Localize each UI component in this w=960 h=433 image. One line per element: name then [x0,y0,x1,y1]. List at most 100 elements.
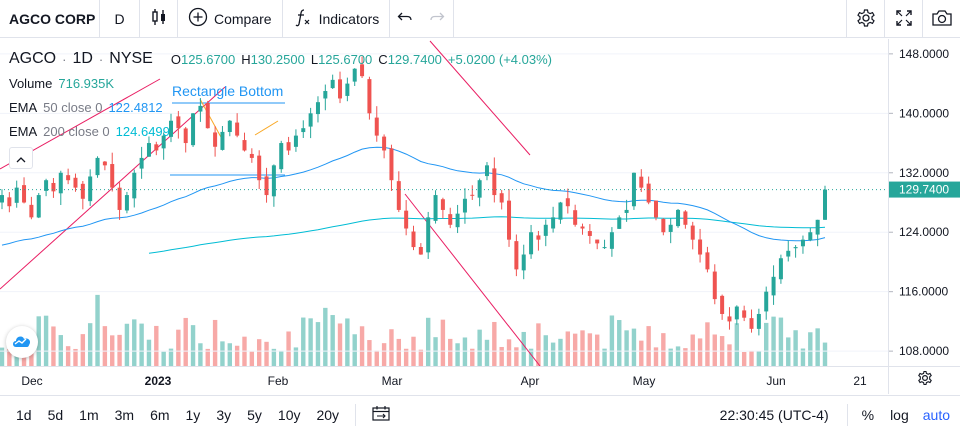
log-scale-toggle[interactable]: log [890,406,909,423]
time-axis-label: Feb [268,374,289,388]
legend-volume[interactable]: Volume 716.935K [9,71,552,95]
legend-collapse-button[interactable] [9,147,33,169]
range-button-1d[interactable]: 1d [16,406,32,423]
time-axis-label: Jun [766,374,785,388]
logo-badge[interactable] [6,326,38,358]
date-range-button[interactable] [364,405,398,424]
candle-body [764,291,769,312]
trend-line-4[interactable] [404,193,541,366]
fullscreen-button[interactable] [884,0,922,38]
time-axis[interactable]: Dec 2023 Feb Mar Apr May Jun 21 [0,366,888,394]
volume-bar [256,339,262,366]
percent-scale-toggle[interactable]: % [861,406,875,423]
range-button-10y[interactable]: 10y [277,406,301,423]
range-button-5d[interactable]: 5d [47,406,64,423]
candle-body [580,226,585,229]
candle-body [169,120,174,137]
volume-bar [506,339,512,366]
compare-button[interactable]: Compare [178,0,283,38]
volume-bar [308,318,313,366]
candle-body [683,211,688,225]
rectangle-bottom-label[interactable]: Rectangle Bottom [172,83,283,99]
pattern-line-1[interactable] [199,98,223,140]
volume-bar [51,326,56,366]
candle-body [279,143,284,170]
price-tick-label: 148.0000 [899,47,949,61]
volume-bar [668,348,673,366]
candle-body [808,232,813,241]
time-axis-label: 21 [853,374,867,388]
redo-button[interactable] [420,0,455,38]
time-axis-scale: Dec 2023 Feb Mar Apr May Jun 21 [21,374,867,388]
volume-bar [161,351,166,366]
volume-bar [455,343,460,366]
range-button-3m[interactable]: 3m [114,406,135,423]
candle-body [602,247,607,249]
candle-body [14,187,19,203]
undo-icon [397,10,413,27]
candle-body [661,218,666,233]
candle-body [264,176,269,196]
legend-main-series[interactable]: AGCO · 1D · NYSE O125.6700 H130.2500 L12… [9,50,552,67]
volume-bar [580,330,585,366]
ema50-polyline[interactable] [1,146,826,246]
settings-button[interactable] [846,0,884,38]
price-axis[interactable]: 148.0000 140.0000 132.0000 124.0000 116.0000… [888,39,960,366]
volume-bar [793,330,798,366]
trend-line-3[interactable] [429,40,531,156]
range-button-20y[interactable]: 20y [316,406,340,423]
candle-body [734,306,739,320]
range-button-1m[interactable]: 1m [79,406,99,423]
range-divider [355,403,357,426]
candle-body [698,239,703,255]
range-button-6m[interactable]: 6m [150,406,170,423]
volume-bar [176,329,181,366]
time-axis-label: May [633,374,656,388]
candle-body [793,247,798,249]
range-button-1y[interactable]: 1y [185,406,201,423]
candle-body [154,144,159,151]
volume-bar [117,334,122,366]
candle-body [183,128,188,144]
legend-ema50[interactable]: EMA 50 close 0 122.4812 [9,95,552,119]
candle-body [220,131,225,150]
volume-bar [646,326,651,366]
interval-button[interactable]: D [100,0,140,38]
volume-bar [822,342,828,366]
volume-bar [418,349,424,366]
volume-bar [102,326,108,366]
volume-bar [462,337,468,366]
gear-small-icon [917,370,933,391]
candle-body [727,316,732,322]
legend-ema200[interactable]: EMA 200 close 0 124.6499 [9,119,552,143]
symbol-search-button[interactable]: AGCO CORP [0,0,100,38]
axis-settings-button[interactable] [888,366,960,394]
range-button-5y[interactable]: 5y [247,406,262,423]
pattern-line-2[interactable] [254,120,279,136]
indicators-button[interactable]: Indicators [283,0,391,38]
volume-bar [521,331,526,366]
candle-body [73,177,78,188]
legend-exchange: NYSE [109,50,153,67]
chart-pane[interactable]: Rectangle Bottom [0,39,888,366]
function-icon [293,7,313,30]
chart-type-button[interactable] [140,0,178,38]
candle-body [271,165,276,197]
current-time[interactable]: 22:30:45 (UTC-4) [719,406,829,423]
screenshot-button[interactable] [922,0,960,38]
price-chart[interactable]: Rectangle Bottom [0,39,888,366]
chevron-up-icon [16,151,26,166]
legend-symbol: AGCO [9,50,57,67]
candle-body [7,197,12,207]
legend-volume-value: 716.935K [58,75,115,91]
candle-body [587,231,592,236]
range-button-3y[interactable]: 3y [216,406,232,423]
undo-button[interactable] [390,0,420,38]
ema200-polyline[interactable] [148,216,826,254]
range-buttons: 1d 5d 1m 3m 6m 1y 3y 5y 10y 20y [0,407,347,423]
auto-scale-toggle[interactable]: auto [922,406,950,423]
volume-bar [87,323,93,366]
candle-body [653,200,658,218]
candle-body [360,64,365,77]
volume-bar [639,340,644,366]
